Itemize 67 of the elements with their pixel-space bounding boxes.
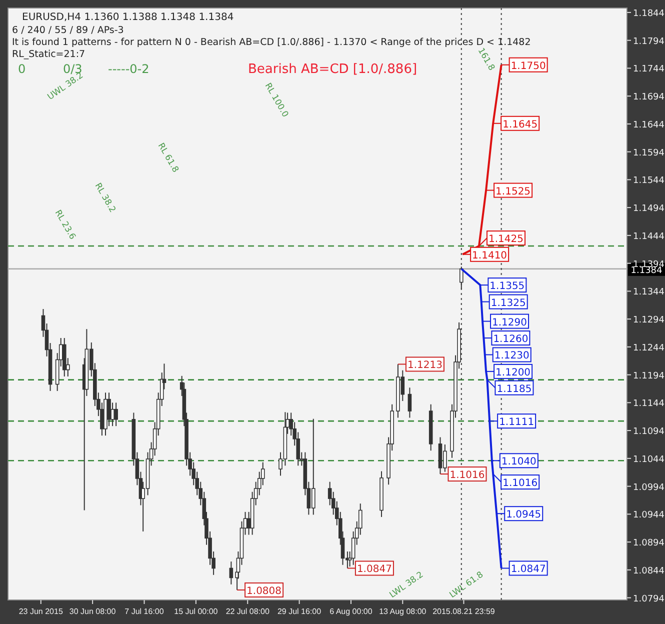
annotation: Bearish AB=CD [1.0/.886] [248, 62, 418, 77]
data-label: 1.0945 [506, 510, 542, 521]
y-tick-label: 1.1694 [633, 92, 665, 103]
x-tick-label: 30 Jun 08:00 [69, 607, 116, 616]
candlestick [110, 402, 114, 427]
data-label: 1.1016 [502, 478, 538, 490]
chart-title: EURUSD,H4 1.1360 1.1388 1.1348 1.1384 [22, 12, 234, 23]
y-tick-label: 1.0794 [633, 594, 665, 604]
annotation: 6 / 240 / 55 / 89 / APs-3 [12, 25, 124, 36]
data-label: 1.1750 [510, 60, 546, 72]
data-label: 1.1410 [472, 250, 508, 262]
candlestick [408, 387, 412, 418]
y-tick-label: 1.1844 [633, 8, 665, 19]
candlestick [114, 402, 118, 427]
annotation: RL_Static=21:7 [12, 49, 86, 60]
data-label: 1.1325 [490, 298, 526, 309]
x-tick-label: 15 Jul 00:00 [174, 607, 218, 616]
y-tick-label: 1.1144 [633, 399, 665, 410]
y-tick-label: 1.0994 [633, 482, 665, 493]
data-label: 1.1200 [496, 367, 531, 378]
y-tick-label: 1.1344 [633, 288, 665, 298]
data-label: 1.1290 [492, 317, 528, 328]
annotation: 1.1213 [407, 360, 442, 372]
y-tick-label: 1.1294 [633, 316, 665, 326]
y-tick-label: 1.0894 [633, 538, 665, 549]
x-tick-label: 23 Jun 2015 [18, 607, 64, 616]
y-tick-label: 1.1444 [633, 232, 665, 242]
data-label: 1.0847 [510, 564, 546, 576]
x-tick-label: 2015.08.21 23:59 [432, 607, 496, 616]
data-label: 1.1111 [499, 417, 534, 428]
y-tick-label: 1.1094 [633, 427, 665, 438]
candlestick [459, 266, 464, 290]
x-tick-label: 29 Jul 16:00 [277, 607, 322, 616]
candlestick [311, 418, 316, 516]
y-tick-label: 1.1244 [633, 343, 665, 354]
data-label: 1.1185 [496, 384, 532, 395]
y-tick-label: 1.1594 [633, 148, 665, 158]
data-label: 1.1040 [501, 456, 536, 468]
data-label: 1.1230 [494, 350, 530, 362]
x-tick-label: 7 Jul 16:00 [124, 607, 164, 616]
y-tick-label: 1.1194 [633, 371, 665, 382]
annotation: -----0-2 [108, 62, 150, 76]
annotation: 1.0808 [246, 586, 282, 597]
x-tick-label: 6 Aug 00:00 [330, 607, 373, 616]
y-tick-label: 1.1744 [633, 64, 665, 75]
data-label: 1.1355 [490, 281, 525, 292]
x-tick-label: 13 Aug 08:00 [379, 607, 427, 616]
y-tick-label: 1.1544 [633, 176, 665, 186]
candlestick [107, 392, 111, 427]
data-label: 1.1260 [493, 334, 528, 346]
candlestick [229, 561, 234, 585]
data-label: 1.1645 [502, 119, 538, 130]
x-tick-label: 22 Jul 08:00 [226, 607, 270, 616]
data-label: 1.1525 [496, 186, 531, 198]
y-tick-label: 1.1644 [633, 120, 665, 130]
y-tick-label: 1.1494 [633, 204, 665, 214]
annotation: 0 [18, 62, 26, 76]
y-tick-label: 1.1044 [633, 454, 665, 465]
y-tick-label: 1.0944 [633, 510, 665, 521]
y-tick-label: 1.0844 [633, 566, 665, 576]
y-tick-label: 1.1794 [633, 36, 665, 47]
ref-line-label: 1.1384 [630, 266, 663, 276]
data-label: 1.1425 [488, 234, 524, 246]
annotation: 1.0847 [356, 564, 392, 576]
annotation: It is found 1 patterns - for pattern N 0 - Bearish AB=CD [1.0/.886] - 1.1370 < Range of the prices D < 1.1482 [12, 37, 531, 48]
annotation: 1.1016 [450, 470, 485, 482]
annotation: LWL 61.8 [448, 570, 486, 600]
